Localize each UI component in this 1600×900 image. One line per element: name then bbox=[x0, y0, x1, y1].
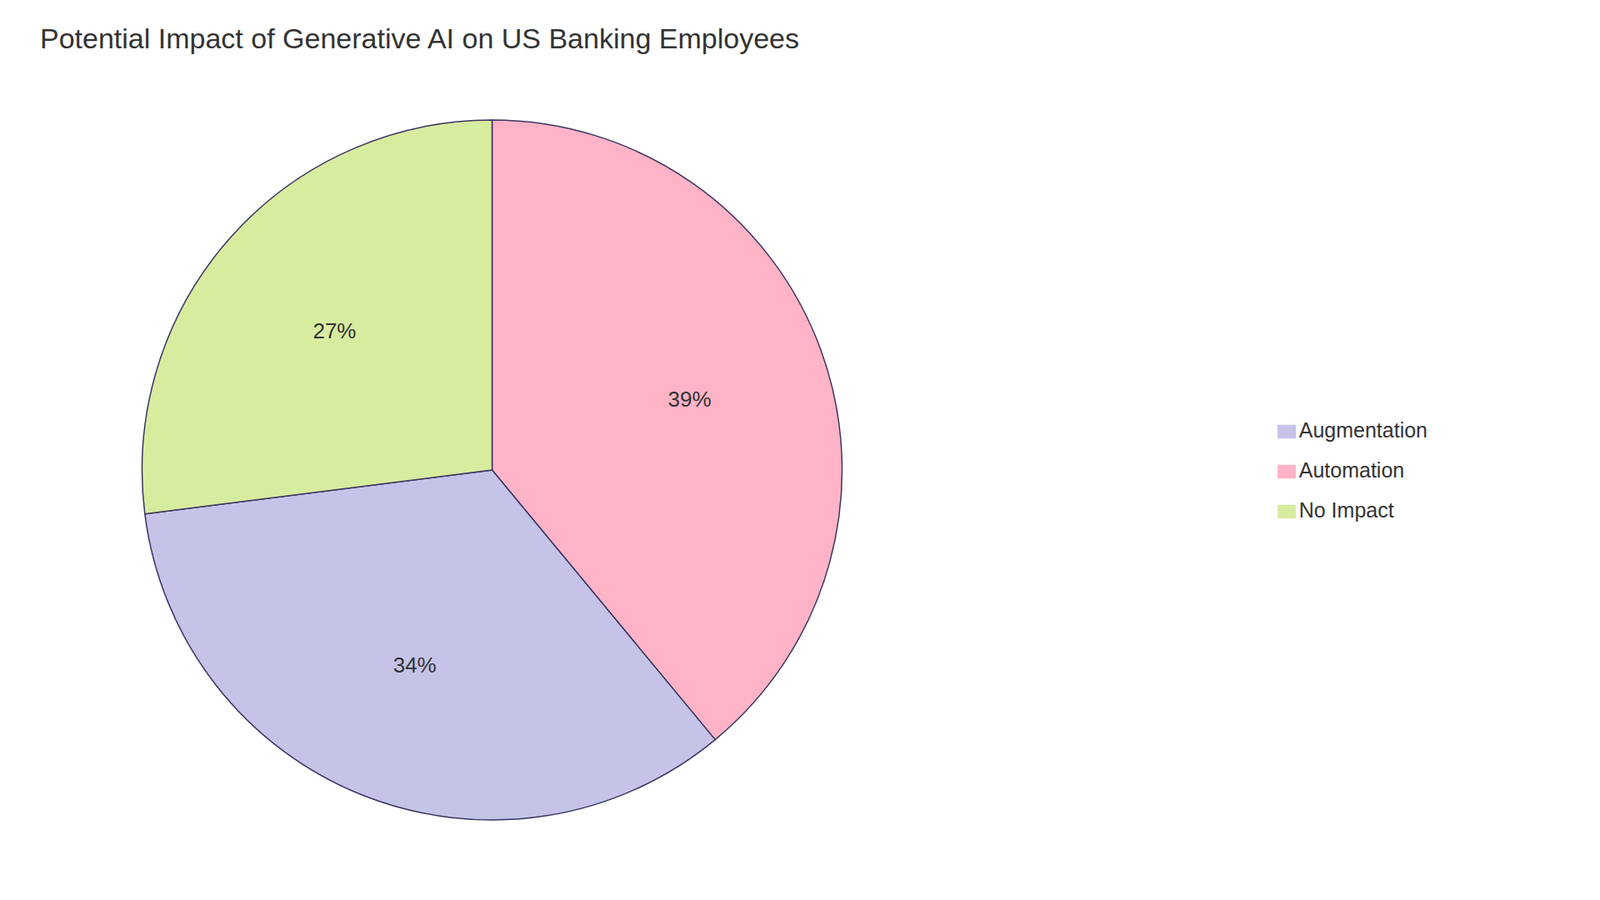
html-text:Augmentation: Augmentation bbox=[1298, 418, 1428, 442]
html-text:Potential Impact of Generative: Potential Impact of Generative AI on US … bbox=[40, 22, 800, 55]
svg-text:27%: 27% bbox=[312, 318, 356, 344]
svg-text:39%: 39% bbox=[668, 386, 712, 412]
html-text:No Impact: No Impact bbox=[1298, 498, 1394, 522]
svg-text:34%: 34% bbox=[393, 652, 437, 678]
html-text:Automation: Automation bbox=[1298, 458, 1405, 482]
